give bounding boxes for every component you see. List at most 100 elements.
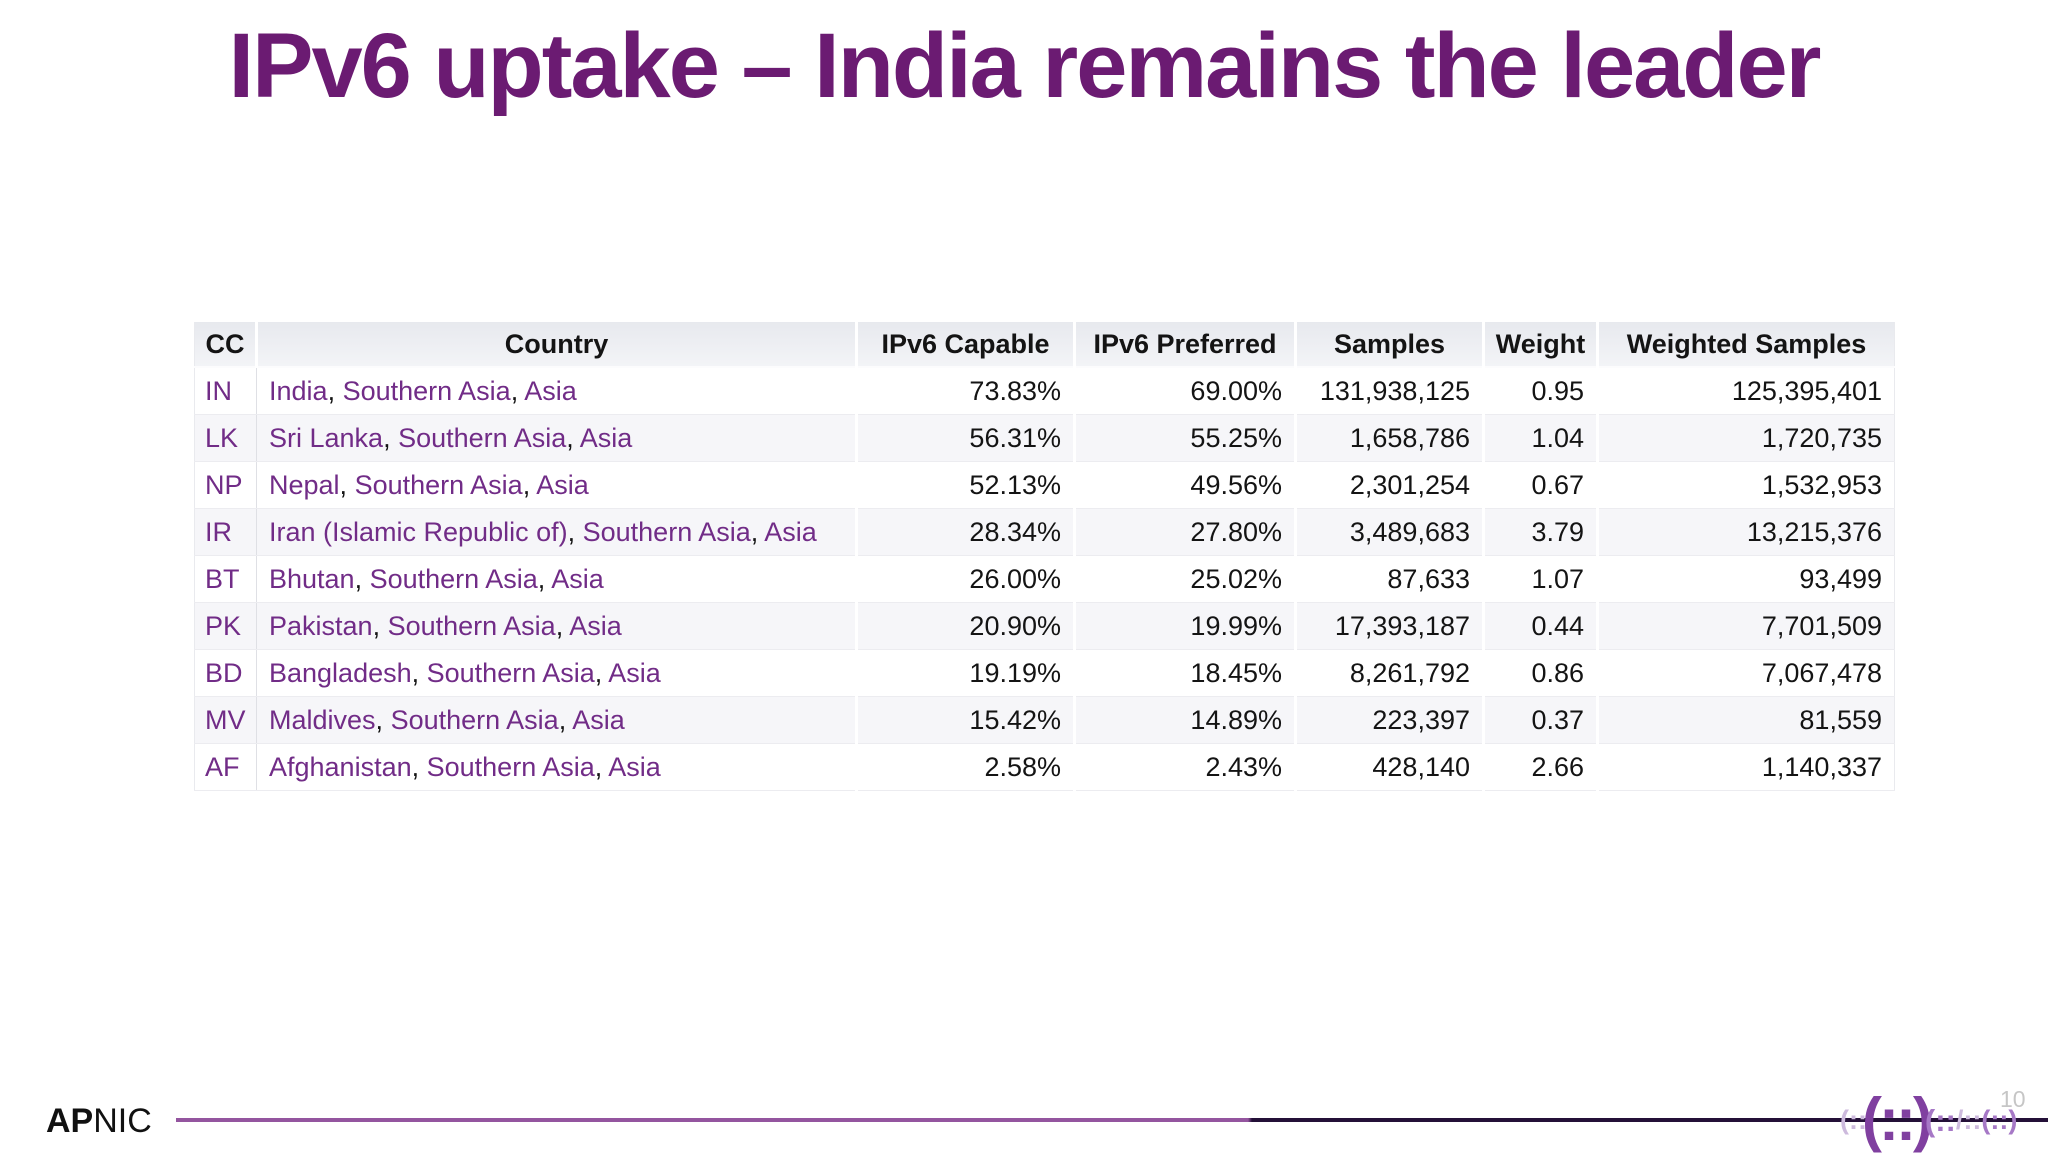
table-row: BD Bangladesh, Southern Asia, Asia 19.19% 1… <box>194 649 1895 697</box>
country-link[interactable]: Asia <box>569 610 622 641</box>
weighted-samples-cell: 1,720,735 <box>1597 414 1895 462</box>
column-header-weight: Weight <box>1483 322 1599 368</box>
country-link[interactable]: India <box>269 375 328 406</box>
country-link[interactable]: Maldives <box>269 704 376 735</box>
country-link[interactable]: Asia <box>764 516 817 547</box>
ipv6-uptake-table-container: CC Country IPv6 Capable IPv6 Preferred Sampl… <box>194 322 1895 791</box>
ipv6-capable-cell: 56.31% <box>856 414 1076 462</box>
country-link[interactable]: Asia <box>608 751 661 782</box>
country-link[interactable]: Sri Lanka <box>269 422 384 453</box>
apnic-logo-glyph: /:: <box>1955 1104 1982 1135</box>
country-link[interactable]: Southern Asia <box>582 516 751 547</box>
cc-cell: BD <box>194 649 257 697</box>
country-separator: , <box>558 704 573 735</box>
country-link[interactable]: Asia <box>524 375 577 406</box>
footer-divider-line <box>176 1118 2048 1122</box>
country-separator: , <box>327 375 343 406</box>
samples-cell: 2,301,254 <box>1295 461 1485 509</box>
country-code-link[interactable]: AF <box>205 751 240 782</box>
weighted-samples-cell: 93,499 <box>1597 555 1895 603</box>
samples-cell: 1,658,786 <box>1295 414 1485 462</box>
cc-cell: LK <box>194 414 257 462</box>
country-link[interactable]: Asia <box>572 704 625 735</box>
weight-cell: 0.67 <box>1483 461 1599 509</box>
country-link[interactable]: Asia <box>536 469 589 500</box>
table-row: BT Bhutan, Southern Asia, Asia 26.00% 25.02… <box>194 555 1895 603</box>
country-link[interactable]: Bangladesh <box>269 657 412 688</box>
country-separator: , <box>372 610 388 641</box>
apnic-logo-glyph: (::) <box>1981 1104 2018 1135</box>
country-link[interactable]: Southern Asia <box>387 610 556 641</box>
samples-cell: 428,140 <box>1295 743 1485 791</box>
table-row: NP Nepal, Southern Asia, Asia 52.13% 49.56%… <box>194 461 1895 509</box>
table-row: AF Afghanistan, Southern Asia, Asia 2.58% 2… <box>194 743 1895 791</box>
country-link[interactable]: Southern Asia <box>342 375 511 406</box>
table-row: LK Sri Lanka, Southern Asia, Asia 56.31% 55… <box>194 414 1895 462</box>
samples-cell: 8,261,792 <box>1295 649 1485 697</box>
country-link[interactable]: Southern Asia <box>369 563 538 594</box>
cc-cell: PK <box>194 602 257 650</box>
country-code-link[interactable]: NP <box>205 469 243 500</box>
country-link[interactable]: Southern Asia <box>354 469 523 500</box>
ipv6-preferred-cell: 49.56% <box>1074 461 1297 509</box>
country-link[interactable]: Asia <box>608 657 661 688</box>
samples-cell: 3,489,683 <box>1295 508 1485 556</box>
weighted-samples-cell: 7,701,509 <box>1597 602 1895 650</box>
cc-cell: IN <box>194 367 257 415</box>
column-header-ipv6-preferred: IPv6 Preferred <box>1074 322 1297 368</box>
country-separator: , <box>339 469 355 500</box>
country-link[interactable]: Southern Asia <box>426 751 595 782</box>
country-separator: , <box>594 751 609 782</box>
weighted-samples-cell: 13,215,376 <box>1597 508 1895 556</box>
country-link[interactable]: Asia <box>551 563 604 594</box>
weighted-samples-cell: 7,067,478 <box>1597 649 1895 697</box>
country-code-link[interactable]: IR <box>205 516 232 547</box>
ipv6-uptake-table: CC Country IPv6 Capable IPv6 Preferred Sampl… <box>194 322 1895 791</box>
cc-cell: MV <box>194 696 257 744</box>
ipv6-preferred-cell: 19.99% <box>1074 602 1297 650</box>
apnic-logo-glyph: (::) <box>1861 1086 1933 1153</box>
apnic-logo-glyph: (:: <box>1840 1104 1867 1135</box>
country-link[interactable]: Bhutan <box>269 563 355 594</box>
country-cell: Maldives, Southern Asia, Asia <box>256 696 858 744</box>
country-cell: Iran (Islamic Republic of), Southern Asi… <box>256 508 858 556</box>
country-code-link[interactable]: BD <box>205 657 243 688</box>
slide-title: IPv6 uptake – India remains the leader <box>228 15 1822 117</box>
apnic-logo-icon: (:: (::) (::/:: (::) <box>1840 1088 2030 1152</box>
country-link[interactable]: Afghanistan <box>269 751 412 782</box>
column-header-weighted-samples: Weighted Samples <box>1597 322 1895 368</box>
ipv6-preferred-cell: 25.02% <box>1074 555 1297 603</box>
ipv6-capable-cell: 19.19% <box>856 649 1076 697</box>
column-header-samples: Samples <box>1295 322 1485 368</box>
column-header-ipv6-capable: IPv6 Capable <box>856 322 1076 368</box>
weight-cell: 0.44 <box>1483 602 1599 650</box>
country-code-link[interactable]: IN <box>205 375 232 406</box>
country-link[interactable]: Asia <box>579 422 633 453</box>
country-separator: , <box>383 422 399 453</box>
country-link[interactable]: Nepal <box>269 469 340 500</box>
country-code-link[interactable]: BT <box>205 563 240 594</box>
country-link[interactable]: Iran (Islamic Republic of) <box>269 516 568 547</box>
weight-cell: 1.04 <box>1483 414 1599 462</box>
country-separator: , <box>411 751 427 782</box>
table-header-row: CC Country IPv6 Capable IPv6 Preferred Sampl… <box>194 322 1895 368</box>
country-link[interactable]: Pakistan <box>269 610 373 641</box>
country-separator: , <box>566 422 580 453</box>
country-separator: , <box>354 563 370 594</box>
country-separator: , <box>522 469 537 500</box>
cc-cell: IR <box>194 508 257 556</box>
country-cell: Bangladesh, Southern Asia, Asia <box>256 649 858 697</box>
country-link[interactable]: Southern Asia <box>426 657 595 688</box>
ipv6-preferred-cell: 14.89% <box>1074 696 1297 744</box>
country-code-link[interactable]: PK <box>205 610 242 641</box>
country-cell: Afghanistan, Southern Asia, Asia <box>256 743 858 791</box>
country-code-link[interactable]: LK <box>205 422 239 453</box>
country-code-link[interactable]: MV <box>205 704 246 735</box>
cc-cell: BT <box>194 555 257 603</box>
country-link[interactable]: Southern Asia <box>398 422 567 453</box>
samples-cell: 223,397 <box>1295 696 1485 744</box>
samples-cell: 17,393,187 <box>1295 602 1485 650</box>
country-separator: , <box>750 516 765 547</box>
cc-cell: NP <box>194 461 257 509</box>
country-link[interactable]: Southern Asia <box>390 704 559 735</box>
